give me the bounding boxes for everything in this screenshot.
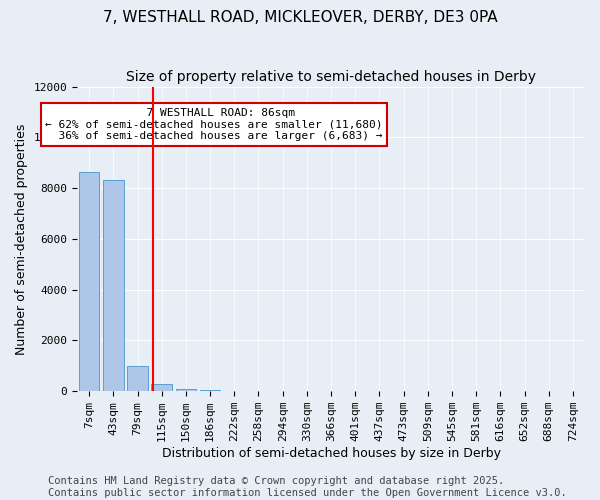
- Bar: [151, 384, 172, 391]
- Bar: [103, 180, 124, 391]
- Bar: [127, 366, 148, 391]
- Bar: [79, 172, 100, 391]
- Title: Size of property relative to semi-detached houses in Derby: Size of property relative to semi-detach…: [126, 70, 536, 84]
- Y-axis label: Number of semi-detached properties: Number of semi-detached properties: [15, 123, 28, 354]
- Text: 7 WESTHALL ROAD: 86sqm
← 62% of semi-detached houses are smaller (11,680)
  36% : 7 WESTHALL ROAD: 86sqm ← 62% of semi-det…: [46, 108, 383, 141]
- Bar: [176, 389, 196, 391]
- Bar: [200, 390, 220, 391]
- Text: 7, WESTHALL ROAD, MICKLEOVER, DERBY, DE3 0PA: 7, WESTHALL ROAD, MICKLEOVER, DERBY, DE3…: [103, 10, 497, 25]
- Text: Contains HM Land Registry data © Crown copyright and database right 2025.
Contai: Contains HM Land Registry data © Crown c…: [48, 476, 567, 498]
- X-axis label: Distribution of semi-detached houses by size in Derby: Distribution of semi-detached houses by …: [161, 447, 500, 460]
